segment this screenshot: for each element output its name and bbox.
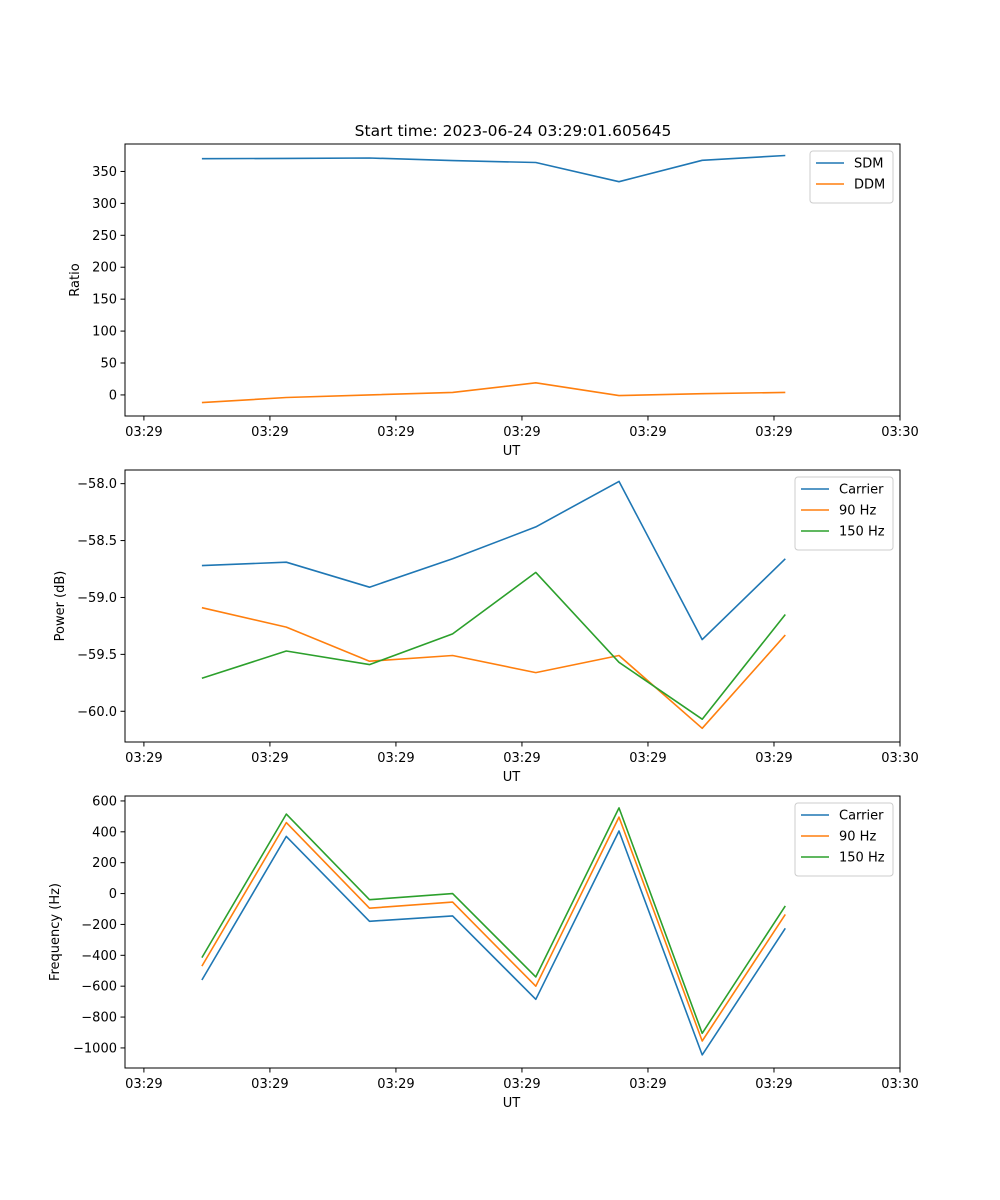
power-y-tick-label: −59.5 xyxy=(77,648,117,663)
frequency-x-tick-label: 03:29 xyxy=(125,1077,162,1092)
power-panel: 03:29 03:29 03:29 03:29 03:29 03:29 03:30 −60.0… xyxy=(53,469,919,785)
frequency-x-axis-label: UT xyxy=(503,1096,521,1111)
ratio-y-axis-label: Ratio xyxy=(68,263,83,296)
power-x-tick-label: 03:29 xyxy=(503,751,540,766)
power-legend-label: 90 Hz xyxy=(839,504,876,519)
ratio-x-tick-label: 03:29 xyxy=(377,425,414,440)
ratio-x-tick-label: 03:30 xyxy=(881,425,918,440)
ratio-legend-label: DDM xyxy=(854,178,885,193)
power-series-line-carrier xyxy=(201,480,786,641)
frequency-y-tick-label: −200 xyxy=(81,918,117,933)
ratio-x-tick-label: 03:29 xyxy=(755,425,792,440)
frequency-x-tick-label: 03:29 xyxy=(251,1077,288,1092)
frequency-series-line-90-hz xyxy=(201,816,786,1042)
ratio-y-tick-label: 300 xyxy=(92,197,117,212)
power-y-tick-label: −58.0 xyxy=(77,477,117,492)
ratio-y-tick-label: 350 xyxy=(92,165,117,180)
frequency-y-tick-label: −800 xyxy=(81,1011,117,1026)
frequency-y-tick-label: 0 xyxy=(109,887,117,902)
ratio-series-line-sdm xyxy=(201,154,786,183)
frequency-y-tick-label: 600 xyxy=(92,794,117,809)
power-x-tick-label: 03:29 xyxy=(629,751,666,766)
ratio-y-tick-label: 100 xyxy=(92,325,117,340)
frequency-x-tick-label: 03:29 xyxy=(503,1077,540,1092)
frequency-series-line-150-hz xyxy=(201,807,786,1035)
ratio-x-tick-label: 03:29 xyxy=(125,425,162,440)
power-legend-label: 150 Hz xyxy=(839,525,885,540)
ratio-panel: 03:29 03:29 03:29 03:29 03:29 03:29 03:30 0 50 10… xyxy=(68,143,919,459)
power-axes-frame xyxy=(124,469,901,743)
power-x-tick-label: 03:29 xyxy=(377,751,414,766)
ratio-x-tick-label: 03:29 xyxy=(629,425,666,440)
power-series-line-150-hz xyxy=(201,571,786,721)
ratio-x-tick-label: 03:29 xyxy=(251,425,288,440)
frequency-x-tick-label: 03:29 xyxy=(377,1077,414,1092)
frequency-axes-frame xyxy=(124,795,901,1069)
ratio-y-tick-label: 200 xyxy=(92,261,117,276)
frequency-y-tick-label: −1000 xyxy=(73,1041,117,1056)
frequency-legend-label: 90 Hz xyxy=(839,830,876,845)
frequency-x-tick-label: 03:30 xyxy=(881,1077,918,1092)
power-x-tick-label: 03:30 xyxy=(881,751,918,766)
ratio-series-line-ddm xyxy=(201,381,786,404)
ratio-legend xyxy=(809,150,894,204)
ratio-axes-frame xyxy=(124,143,901,417)
power-y-axis-label: Power (dB) xyxy=(53,571,68,642)
power-y-tick-label: −60.0 xyxy=(77,705,117,720)
ratio-y-tick-label: 250 xyxy=(92,229,117,244)
ratio-y-tick-label: 50 xyxy=(100,357,117,372)
frequency-legend-label: 150 Hz xyxy=(839,851,885,866)
power-x-tick-label: 03:29 xyxy=(251,751,288,766)
frequency-y-axis-label: Frequency (Hz) xyxy=(48,883,63,981)
frequency-legend-label: Carrier xyxy=(839,809,884,824)
power-y-tick-label: −58.5 xyxy=(77,534,117,549)
frequency-series-line-carrier xyxy=(201,830,786,1056)
frequency-x-tick-label: 03:29 xyxy=(629,1077,666,1092)
power-y-tick-label: −59.0 xyxy=(77,591,117,606)
ratio-y-tick-label: 0 xyxy=(109,388,117,403)
power-series-line-90-hz xyxy=(201,606,786,730)
ratio-x-tick-label: 03:29 xyxy=(503,425,540,440)
frequency-y-tick-label: 400 xyxy=(92,825,117,840)
ratio-y-tick-label: 150 xyxy=(92,293,117,308)
ratio-legend-label: SDM xyxy=(854,157,883,172)
figure-title: Start time: 2023-06-24 03:29:01.605645 xyxy=(355,122,672,140)
frequency-x-tick-label: 03:29 xyxy=(755,1077,792,1092)
frequency-y-tick-label: −600 xyxy=(81,980,117,995)
power-x-tick-label: 03:29 xyxy=(125,751,162,766)
power-x-tick-label: 03:29 xyxy=(755,751,792,766)
power-legend-label: Carrier xyxy=(839,483,884,498)
ratio-x-axis-label: UT xyxy=(503,444,521,459)
frequency-y-tick-label: 200 xyxy=(92,856,117,871)
frequency-panel: 03:29 03:29 03:29 03:29 03:29 03:29 03:30 −1000… xyxy=(48,794,919,1111)
power-x-axis-label: UT xyxy=(503,770,521,785)
frequency-y-tick-label: −400 xyxy=(81,949,117,964)
